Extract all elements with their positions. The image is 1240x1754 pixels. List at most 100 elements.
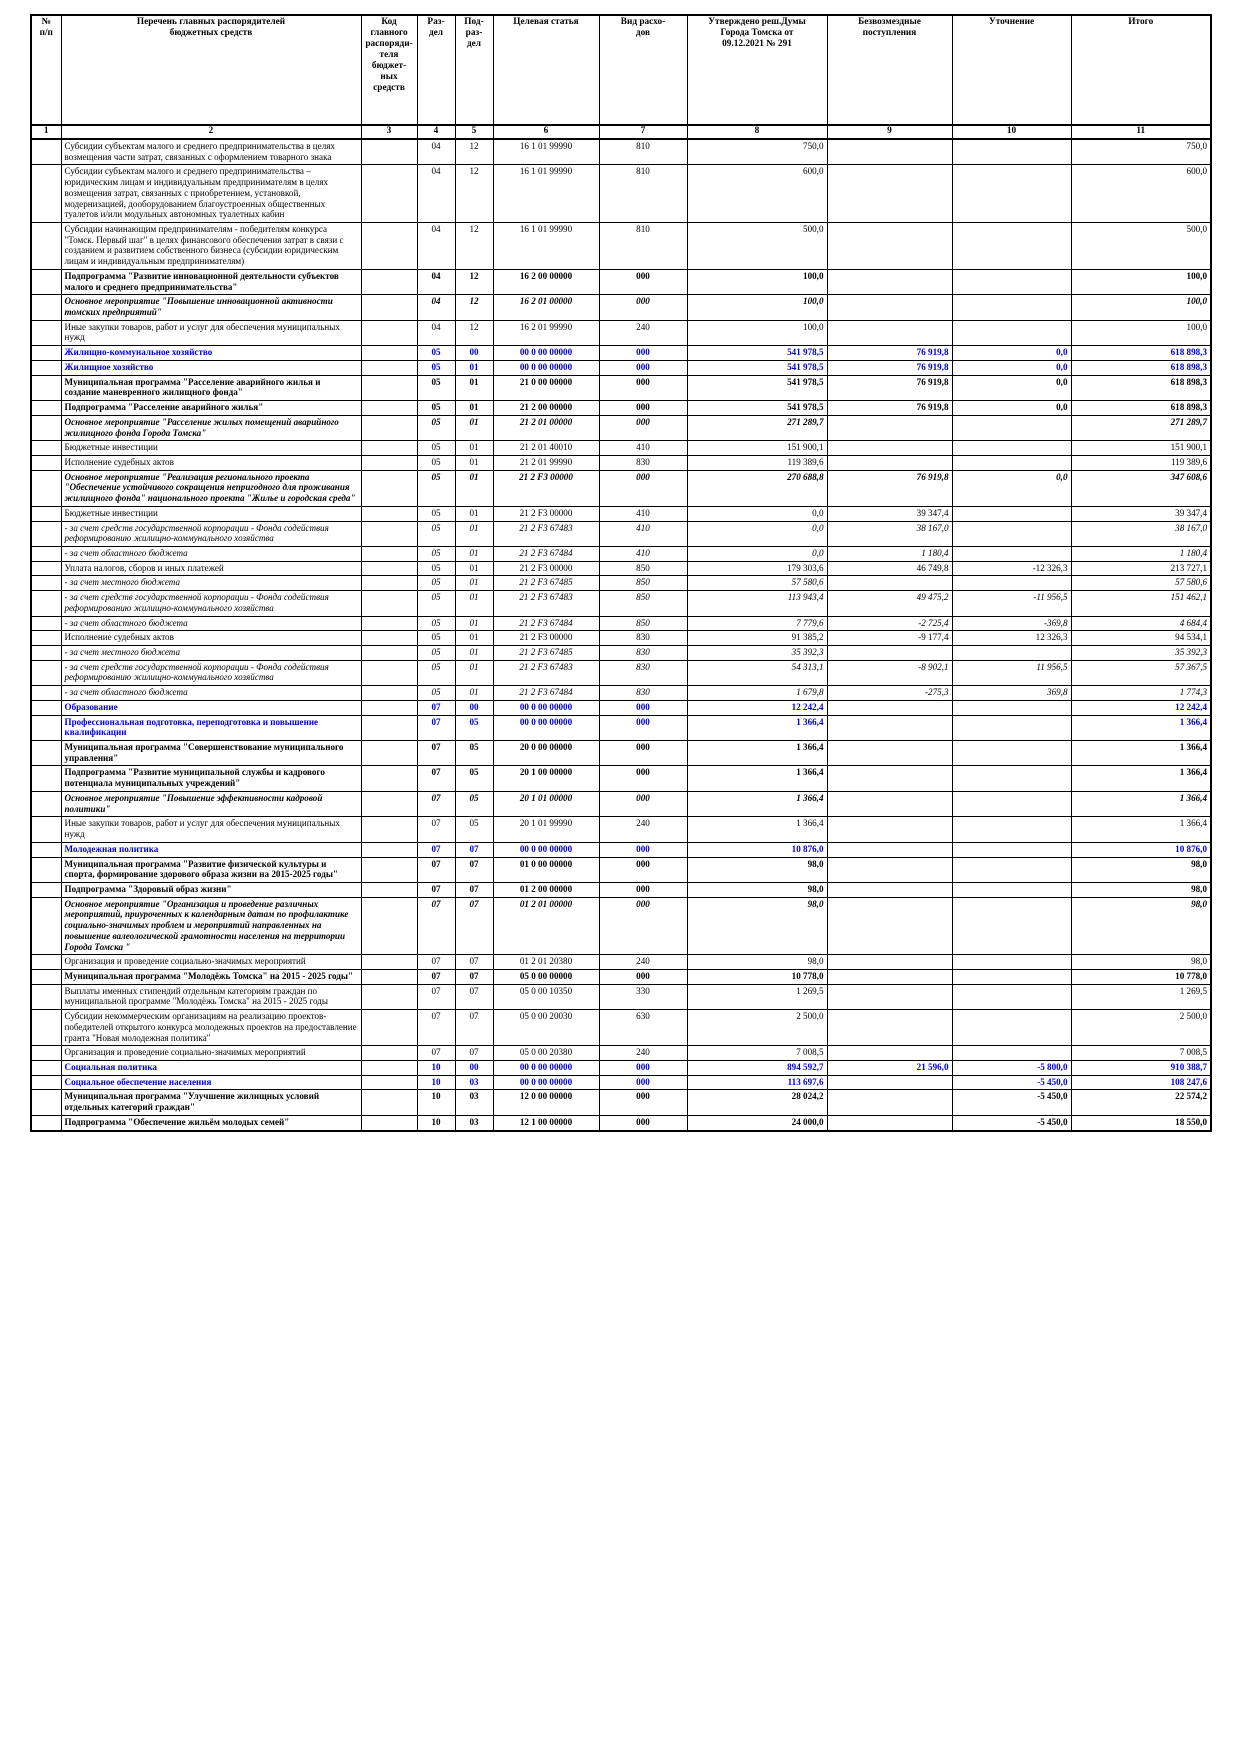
- cell-expense-type: 410: [598, 545, 688, 562]
- table-row: Подпрограмма "Развитие инновационной дея…: [30, 268, 1212, 296]
- cell-adjustment: [951, 881, 1072, 898]
- cell-total-amount: 119 389,6: [1070, 454, 1212, 471]
- cell-target-article: 21 2 F3 67485: [492, 645, 600, 661]
- cell-total-amount: 2 500,0: [1070, 1009, 1212, 1047]
- cell-recipient-name: Бюджетные инвестиции: [60, 505, 362, 522]
- cell-row-number: [30, 520, 62, 547]
- table-row: Исполнение судебных актов 05 01 21 2 01 999…: [30, 454, 1212, 471]
- cell-total-amount: 1 366,4: [1070, 790, 1212, 818]
- cell-chief-administrator-code: [360, 790, 418, 818]
- cell-target-article: 01 2 01 20380: [492, 954, 600, 970]
- cell-total-amount: 100,0: [1070, 294, 1212, 321]
- cell-subsection: 03: [454, 1074, 494, 1091]
- cell-section: 04: [416, 294, 456, 321]
- col-index-10: 10: [951, 124, 1072, 140]
- cell-subsection: 00: [454, 1060, 494, 1076]
- cell-adjustment: [951, 765, 1072, 792]
- cell-approved-amount: 600,0: [686, 164, 828, 223]
- cell-row-number: [30, 699, 62, 716]
- cell-recipient-name: Подпрограмма "Развитие инновационной дея…: [60, 268, 362, 296]
- cell-subsection: 01: [454, 359, 494, 376]
- cell-total-amount: 98,0: [1070, 881, 1212, 898]
- cell-row-number: [30, 856, 62, 883]
- cell-subsection: 05: [454, 790, 494, 818]
- table-row: - за счет областного бюджета 05 01 21 2 F3 …: [30, 545, 1212, 562]
- cell-chief-administrator-code: [360, 414, 418, 442]
- col-header-name: Перечень главных распорядителей бюджетны…: [60, 14, 362, 126]
- cell-recipient-name: Исполнение судебных актов: [60, 630, 362, 646]
- col-header-adjustment: Уточнение: [951, 14, 1072, 126]
- table-row: Исполнение судебных актов 05 01 21 2 F3 000…: [30, 630, 1212, 646]
- cell-section: 05: [416, 400, 456, 416]
- cell-row-number: [30, 968, 62, 985]
- cell-chief-administrator-code: [360, 1009, 418, 1047]
- cell-target-article: 12 1 00 00000: [492, 1114, 600, 1132]
- col-header-subsection: Под- раз- дел: [454, 14, 494, 126]
- cell-gratuitous-receipts: [826, 856, 953, 883]
- table-row: Основное мероприятие "Организация и пров…: [30, 896, 1212, 956]
- cell-total-amount: 271 289,7: [1070, 414, 1212, 442]
- cell-recipient-name: Бюджетные инвестиции: [60, 440, 362, 456]
- cell-chief-administrator-code: [360, 645, 418, 661]
- cell-chief-administrator-code: [360, 740, 418, 767]
- cell-total-amount: 100,0: [1070, 319, 1212, 347]
- cell-total-amount: 347 608,6: [1070, 469, 1212, 507]
- cell-total-amount: 1 366,4: [1070, 740, 1212, 767]
- cell-chief-administrator-code: [360, 659, 418, 687]
- cell-total-amount: 1 366,4: [1070, 765, 1212, 792]
- cell-target-article: 00 0 00 00000: [492, 714, 600, 742]
- cell-subsection: 01: [454, 685, 494, 701]
- cell-approved-amount: 100,0: [686, 268, 828, 296]
- cell-total-amount: 213 727,1: [1070, 560, 1212, 577]
- cell-chief-administrator-code: [360, 856, 418, 883]
- table-row: Уплата налогов, сборов и иных платежей 05…: [30, 560, 1212, 577]
- cell-recipient-name: Муниципальная программа "Молодёжь Томска…: [60, 968, 362, 985]
- cell-adjustment: [951, 545, 1072, 562]
- cell-target-article: 00 0 00 00000: [492, 1074, 600, 1091]
- cell-chief-administrator-code: [360, 469, 418, 507]
- cell-target-article: 21 2 01 99990: [492, 454, 600, 471]
- table-row: - за счет областного бюджета 05 01 21 2 F3 …: [30, 615, 1212, 632]
- col-index-9: 9: [826, 124, 953, 140]
- table-row: Профессиональная подготовка, переподгото…: [30, 714, 1212, 742]
- cell-row-number: [30, 268, 62, 296]
- cell-adjustment: [951, 790, 1072, 818]
- cell-gratuitous-receipts: -9 177,4: [826, 630, 953, 646]
- cell-approved-amount: 100,0: [686, 319, 828, 347]
- cell-expense-type: 000: [598, 714, 688, 742]
- cell-expense-type: 000: [598, 400, 688, 416]
- cell-row-number: [30, 740, 62, 767]
- cell-section: 07: [416, 765, 456, 792]
- cell-expense-type: 000: [598, 841, 688, 858]
- cell-approved-amount: 100,0: [686, 294, 828, 321]
- cell-recipient-name: Исполнение судебных актов: [60, 454, 362, 471]
- cell-total-amount: 94 534,1: [1070, 630, 1212, 646]
- cell-recipient-name: Муниципальная программа "Развитие физиче…: [60, 856, 362, 883]
- cell-approved-amount: 7 008,5: [686, 1045, 828, 1061]
- cell-row-number: [30, 164, 62, 223]
- table-row: Жилищно-коммунальное хозяйство 05 00 00 0 0…: [30, 345, 1212, 361]
- cell-target-article: 16 2 01 99990: [492, 319, 600, 347]
- cell-chief-administrator-code: [360, 1074, 418, 1091]
- cell-adjustment: [951, 1045, 1072, 1061]
- cell-target-article: 20 1 00 00000: [492, 765, 600, 792]
- cell-expense-type: 240: [598, 1045, 688, 1061]
- cell-approved-amount: 541 978,5: [686, 400, 828, 416]
- cell-recipient-name: Подпрограмма "Обеспечение жильём молодых…: [60, 1114, 362, 1132]
- cell-target-article: 21 2 01 40010: [492, 440, 600, 456]
- cell-total-amount: 10 778,0: [1070, 968, 1212, 985]
- cell-section: 05: [416, 659, 456, 687]
- col-header-expense-type: Вид расхо- дов: [598, 14, 688, 126]
- cell-total-amount: 57 367,5: [1070, 659, 1212, 687]
- cell-section: 04: [416, 222, 456, 270]
- table-header: № п/п Перечень главных распорядителей бю…: [30, 14, 1212, 140]
- cell-adjustment: -369,8: [951, 615, 1072, 632]
- cell-target-article: 21 2 F3 67484: [492, 685, 600, 701]
- cell-row-number: [30, 469, 62, 507]
- cell-row-number: [30, 983, 62, 1011]
- cell-adjustment: [951, 222, 1072, 270]
- cell-section: 07: [416, 968, 456, 985]
- cell-total-amount: 1 366,4: [1070, 816, 1212, 843]
- cell-target-article: 12 0 00 00000: [492, 1089, 600, 1116]
- cell-gratuitous-receipts: [826, 881, 953, 898]
